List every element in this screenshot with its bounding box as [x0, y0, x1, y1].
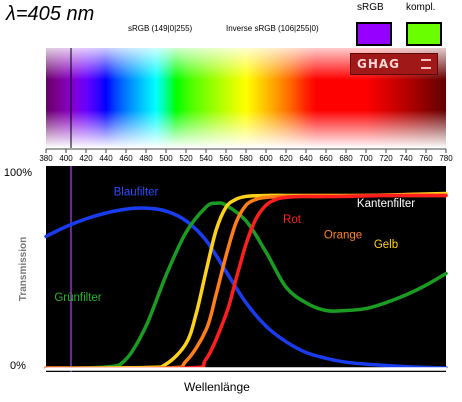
- series-line-gruenfilter: [44, 201, 448, 370]
- brand-logo-text: GHAG: [357, 57, 401, 71]
- complementary-color-swatch: [406, 22, 442, 46]
- annotation-rot: Rot: [283, 214, 302, 226]
- srgb-swatch-label: sRGB: [357, 2, 384, 13]
- x-tick-label: 560: [219, 154, 233, 163]
- x-tick-label: 400: [59, 154, 73, 163]
- inverse-srgb-readout: Inverse sRGB (106|255|0): [226, 24, 319, 33]
- transmission-chart: 380 400 420 440 460 480 500 520 540 560 580 600 620 6…: [4, 48, 453, 372]
- x-tick-label: 540: [199, 154, 213, 163]
- x-tick-label: 780: [439, 154, 453, 163]
- annotation-kantenfilter: Kantenfilter: [357, 198, 415, 210]
- srgb-readout: sRGB (149|0|255): [128, 24, 193, 33]
- series-annotations: Blaufilter Grünfilter Kantenfilter Rot Orang…: [54, 186, 415, 303]
- wavelength-title: λ=405 nm: [6, 3, 95, 25]
- x-tick-label: 440: [99, 154, 113, 163]
- x-tick-label: 480: [139, 154, 153, 163]
- series-line-blaufilter: [44, 206, 448, 370]
- x-tick-label: 640: [299, 154, 313, 163]
- x-tick-label: 720: [379, 154, 393, 163]
- x-tick-label: 600: [259, 154, 273, 163]
- x-tick-label: 620: [279, 154, 293, 163]
- annotation-gelb: Gelb: [374, 239, 398, 251]
- x-tick-label: 500: [159, 154, 173, 163]
- x-tick-label: 700: [359, 154, 373, 163]
- srgb-color-swatch: [356, 22, 392, 46]
- x-tick-label: 380: [39, 154, 53, 163]
- x-tick-label: 420: [79, 154, 93, 163]
- x-axis-label: Wellenlänge: [184, 380, 250, 394]
- x-tick-label: 660: [319, 154, 333, 163]
- annotation-blaufilter: Blaufilter: [114, 186, 159, 198]
- x-tick-label: 520: [179, 154, 193, 163]
- x-tick-label: 580: [239, 154, 253, 163]
- brand-logo: GHAG: [350, 53, 438, 75]
- x-tick-label: 680: [339, 154, 353, 163]
- y-tick-label: 100%: [4, 167, 32, 179]
- plot-background: [46, 166, 446, 372]
- brand-logo-mark-icon: [421, 59, 431, 69]
- annotation-orange: Orange: [324, 229, 362, 241]
- wavelength-axis: 380 400 420 440 460 480 500 520 540 560 580 600 620 6…: [39, 148, 453, 163]
- series-line-rot: [44, 193, 448, 371]
- x-tick-label: 460: [119, 154, 133, 163]
- complementary-swatch-label: kompl.: [406, 2, 436, 13]
- series-lines: [44, 166, 448, 372]
- x-tick-label: 760: [419, 154, 433, 163]
- annotation-gruenfilter: Grünfilter: [54, 292, 101, 304]
- y-axis-label: Transmission: [18, 237, 29, 301]
- y-tick-label: 0%: [10, 360, 26, 372]
- x-tick-label: 740: [399, 154, 413, 163]
- transmission-axis: 100% 0% Transmission: [4, 167, 32, 372]
